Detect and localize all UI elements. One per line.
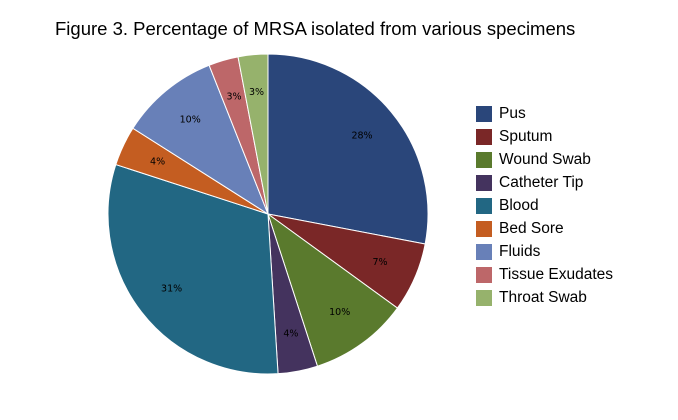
slice-label-sputum: 7% <box>372 257 387 268</box>
legend-swatch <box>476 151 492 168</box>
legend-item-blood: Blood <box>476 194 613 217</box>
legend-swatch <box>476 289 492 306</box>
legend-item-tissue-exudates: Tissue Exudates <box>476 263 613 286</box>
legend-swatch <box>476 105 492 122</box>
chart-legend: Pus Sputum Wound Swab Catheter Tip Blood Bed … <box>476 102 613 309</box>
legend-item-wound-swab: Wound Swab <box>476 148 613 171</box>
legend-item-throat-swab: Throat Swab <box>476 286 613 309</box>
legend-label: Sputum <box>499 127 553 145</box>
legend-swatch <box>476 243 492 260</box>
legend-label: Fluids <box>499 242 541 260</box>
chart-title: Figure 3. Percentage of MRSA isolated fr… <box>55 18 576 39</box>
legend-label: Tissue Exudates <box>499 265 614 283</box>
legend-item-pus: Pus <box>476 102 613 125</box>
slice-label-blood: 31% <box>161 283 182 294</box>
legend-label: Pus <box>499 104 526 122</box>
legend-label: Blood <box>499 196 539 214</box>
legend-swatch <box>476 197 492 214</box>
slice-label-throat-swab: 3% <box>249 87 264 98</box>
pie-slice-pus <box>267 53 429 245</box>
legend-item-bed-sore: Bed Sore <box>476 217 613 240</box>
legend-swatch <box>476 128 492 145</box>
legend-label: Wound Swab <box>499 150 591 168</box>
legend-label: Throat Swab <box>499 288 587 306</box>
slice-label-fluids: 10% <box>180 115 201 126</box>
slice-label-bed-sore: 4% <box>150 157 165 168</box>
slice-label-pus: 28% <box>351 131 372 142</box>
legend-swatch <box>476 220 492 237</box>
legend-item-catheter-tip: Catheter Tip <box>476 171 613 194</box>
pie-slice-wound-swab <box>267 212 399 367</box>
legend-swatch <box>476 266 492 283</box>
pie-slice-throat-swab <box>237 53 269 215</box>
legend-swatch <box>476 174 492 191</box>
slice-label-tissue-exudates: 3% <box>226 91 241 102</box>
legend-item-fluids: Fluids <box>476 240 613 263</box>
pie-slice-blood <box>107 163 279 375</box>
legend-label: Catheter Tip <box>499 173 584 191</box>
legend-label: Bed Sore <box>499 219 564 237</box>
pie-slice-fluids <box>132 64 270 216</box>
slice-label-wound-swab: 10% <box>329 307 350 318</box>
legend-item-sputum: Sputum <box>476 125 613 148</box>
slice-label-catheter-tip: 4% <box>283 328 298 339</box>
